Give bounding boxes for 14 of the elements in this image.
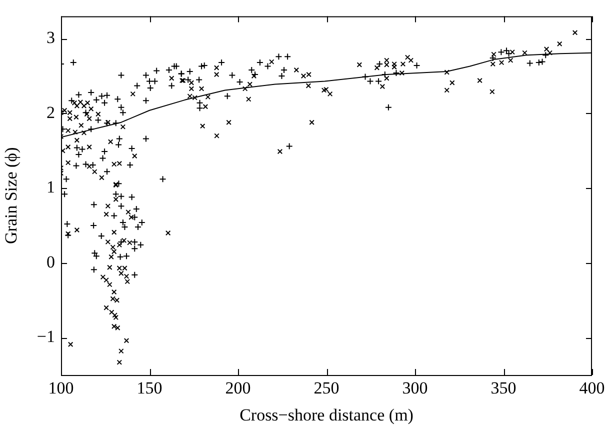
- x-tick-label: 150: [136, 378, 162, 398]
- x-tick-label: 200: [225, 378, 251, 398]
- y-axis-title: Grain Size (ϕ): [2, 147, 21, 244]
- x-axis-title: Cross−shore distance (m): [240, 405, 414, 424]
- y-tick-label: 3: [46, 28, 55, 48]
- y-tick-label: −1: [36, 327, 55, 346]
- y-tick-label: 2: [46, 102, 55, 122]
- x-tick-label: 400: [579, 378, 605, 398]
- x-tick-label: 300: [402, 378, 428, 398]
- y-tick-label: 1: [46, 178, 55, 197]
- x-tick-label: 250: [314, 378, 340, 398]
- x-tick-label: 100: [48, 378, 74, 398]
- x-tick-label: 350: [490, 378, 516, 398]
- y-tick-label: 0: [46, 252, 55, 272]
